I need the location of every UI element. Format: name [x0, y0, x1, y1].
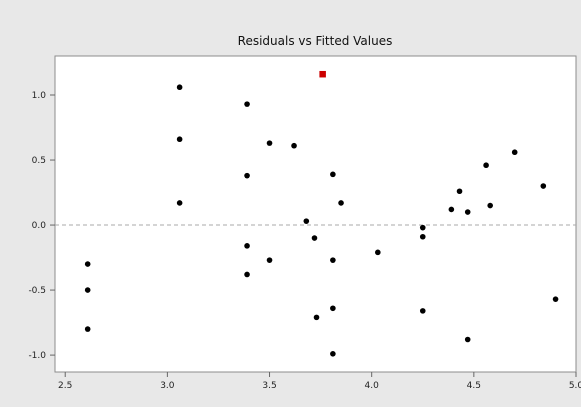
plot-area [54, 55, 577, 373]
data-point [266, 140, 273, 146]
data-point [244, 243, 250, 249]
x-tick-label: 4.5 [467, 381, 481, 391]
data-point [303, 218, 310, 224]
data-point [375, 249, 381, 256]
data-point [84, 326, 91, 332]
x-tick-label: 5.0 [569, 381, 581, 391]
data-point [540, 183, 547, 189]
data-point [448, 206, 455, 213]
x-tick-label: 3.5 [262, 381, 276, 391]
data-point [330, 350, 336, 357]
x-tick-label: 3.0 [160, 381, 175, 391]
x-axis: 2.5 3.0 3.5 4.0 4.5 5.0 [58, 372, 581, 391]
y-tick-label: 1.0 [32, 91, 47, 101]
data-point [244, 101, 250, 107]
data-point [176, 136, 183, 143]
y-tick-label: -0.5 [28, 286, 46, 296]
data-point [244, 271, 250, 278]
data-point [419, 233, 426, 240]
data-point [456, 188, 463, 195]
data-point [84, 261, 91, 267]
data-point [511, 149, 518, 156]
data-point [419, 308, 426, 314]
data-point [244, 172, 250, 179]
data-point [176, 84, 183, 91]
data-point [464, 209, 471, 215]
y-tick-label: -1.0 [28, 351, 46, 361]
data-point [552, 296, 559, 302]
data-point [464, 336, 471, 343]
data-point [330, 171, 336, 178]
data-point [338, 200, 344, 206]
data-point [266, 257, 273, 263]
data-point [176, 200, 183, 206]
y-axis: -1.0 -0.5 0.0 0.5 1.0 [28, 91, 55, 361]
chart-title: Residuals vs Fitted Values [238, 34, 393, 48]
data-points [84, 84, 559, 357]
data-point [291, 142, 297, 149]
y-tick-label: 0.0 [32, 221, 47, 231]
data-point [330, 305, 336, 312]
x-tick-label: 2.5 [58, 381, 72, 391]
highlighted-points [319, 70, 326, 78]
data-point [330, 257, 336, 263]
data-point [483, 162, 489, 169]
data-point [313, 314, 320, 321]
data-point [84, 287, 91, 293]
data-point [487, 202, 493, 209]
data-point [311, 235, 318, 241]
highlighted-data-point [319, 70, 326, 78]
x-tick-label: 4.0 [365, 381, 380, 391]
data-point [419, 224, 426, 231]
y-tick-label: 0.5 [32, 156, 46, 166]
